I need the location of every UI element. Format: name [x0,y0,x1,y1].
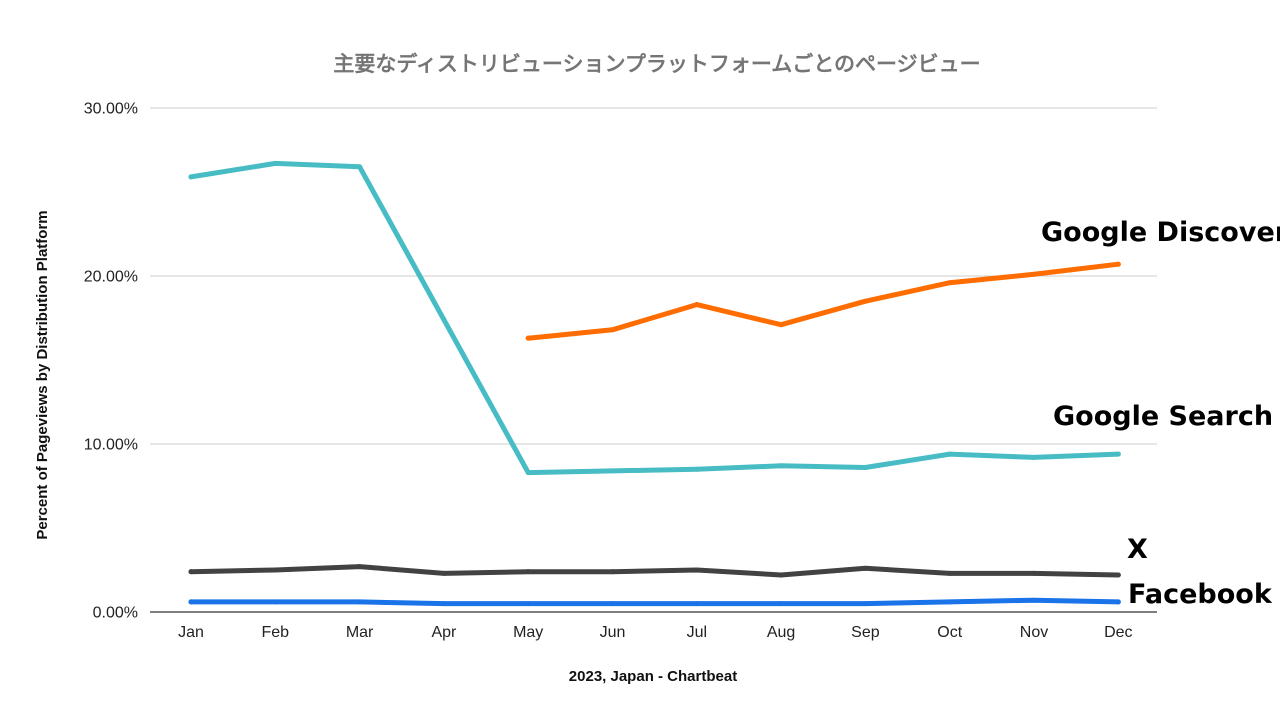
data-point-facebook-feb [272,599,278,605]
data-point-google-search-dec [1115,451,1121,457]
data-point-x-sep [862,565,868,571]
x-axis-label: 2023, Japan - Chartbeat [569,668,737,685]
chart-title: 主要なディストリビューションプラットフォームごとのページビュー [333,52,980,76]
data-point-google-discover-jun [610,327,615,333]
y-tick-label: 30.00% [84,101,138,118]
data-point-google-discover-oct [947,280,953,286]
series-line-google-search [188,160,1121,476]
data-point-x-may [525,569,531,575]
y-axis-ticks: 0.00% 10.00% 20.00% 30.00% [84,101,138,622]
x-tick-label-oct: Oct [937,624,962,641]
data-point-facebook-apr [441,601,447,607]
data-point-facebook-mar [357,599,363,605]
y-axis-label: Percent of Pageviews by Distribution Pla… [34,210,51,539]
data-point-google-discover-dec [1115,261,1121,267]
series-label-x: X [1127,534,1148,565]
data-point-x-apr [441,570,447,576]
data-point-google-search-aug [778,463,784,469]
series-labels: Google Search Google Discover X Facebook [1041,217,1280,610]
data-point-google-search-sep [862,465,868,471]
data-point-google-discover-nov [1031,271,1037,277]
data-point-x-feb [272,567,278,573]
data-point-google-search-apr [441,317,447,323]
data-point-google-search-jun [610,468,615,474]
series-lines [188,160,1121,607]
data-point-x-mar [357,564,363,570]
x-axis-ticks: Jan Feb Mar Apr May Jun Jul Aug Sep Oct Nov Dec [178,624,1132,641]
data-point-x-oct [947,570,953,576]
x-tick-label-jul: Jul [687,624,707,641]
data-point-x-aug [778,572,784,578]
data-point-facebook-jun [610,601,615,607]
data-point-facebook-jan [188,599,194,605]
data-point-google-search-may [525,470,531,476]
y-tick-label: 0.00% [93,605,138,622]
data-point-google-discover-may [525,335,531,341]
data-point-google-search-oct [947,451,953,457]
x-tick-label-sep: Sep [851,624,880,641]
series-line-x [188,564,1121,578]
series-label-facebook: Facebook [1128,579,1273,610]
series-label-google-discover: Google Discover [1041,217,1280,248]
y-tick-label: 20.00% [84,269,138,286]
x-tick-label-aug: Aug [767,624,795,641]
data-point-google-search-feb [272,160,278,166]
data-point-facebook-jul [694,601,700,607]
x-tick-label-nov: Nov [1020,624,1048,641]
x-tick-label-dec: Dec [1104,624,1132,641]
data-point-google-search-jul [694,466,700,472]
data-point-facebook-oct [947,599,953,605]
data-point-x-dec [1115,572,1121,578]
gridlines [150,107,1157,613]
series-line-google-discover [525,261,1121,341]
data-point-x-jun [610,569,615,575]
data-point-google-discover-aug [778,322,784,328]
data-point-x-jan [188,569,194,575]
data-point-x-nov [1031,570,1037,576]
y-tick-label: 10.00% [84,437,138,454]
data-point-google-discover-jul [694,302,700,308]
data-point-google-search-nov [1031,454,1037,460]
data-point-google-search-jan [188,174,194,180]
data-point-facebook-sep [862,601,868,607]
data-point-google-search-mar [357,164,363,170]
x-tick-label-jun: Jun [600,624,626,641]
data-point-facebook-dec [1115,599,1121,605]
series-line-facebook [188,597,1121,607]
x-tick-label-may: May [513,624,543,641]
x-tick-label-jan: Jan [178,624,204,641]
x-tick-label-feb: Feb [262,624,290,641]
data-point-facebook-aug [778,601,784,607]
data-point-x-jul [694,567,700,573]
series-label-google-search: Google Search [1053,401,1273,432]
x-tick-label-mar: Mar [346,624,374,641]
x-tick-label-apr: Apr [431,624,457,641]
data-point-google-discover-sep [862,298,868,304]
data-point-facebook-nov [1031,597,1037,603]
data-point-facebook-may [525,601,531,607]
